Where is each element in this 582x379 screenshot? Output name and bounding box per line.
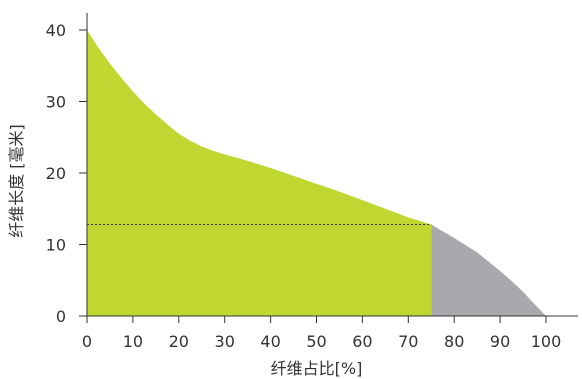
x-tick-label: 40 [260, 332, 280, 351]
x-axis-title: 纤维占比[%] [271, 359, 363, 378]
x-tick-label: 60 [352, 332, 372, 351]
plot-area [87, 30, 546, 316]
y-ticks: 0 10 20 30 40 [46, 21, 87, 326]
x-tick-label: 70 [398, 332, 418, 351]
x-tick-label: 30 [215, 332, 235, 351]
axes [86, 13, 578, 317]
x-tick-label: 50 [306, 332, 326, 351]
x-tick-label: 90 [490, 332, 510, 351]
x-tick-label: 0 [82, 332, 92, 351]
y-tick-label: 40 [46, 21, 66, 40]
y-tick-label: 0 [56, 307, 66, 326]
y-axis-title: 纤维长度 [毫米] [7, 124, 26, 238]
y-tick-label: 30 [46, 93, 66, 112]
x-tick-label: 80 [444, 332, 464, 351]
x-tick-label: 10 [123, 332, 143, 351]
x-tick-label: 20 [169, 332, 189, 351]
y-tick-label: 20 [46, 164, 66, 183]
x-ticks: 0 10 20 30 40 50 60 70 80 90 100 [82, 316, 561, 351]
area-secondary-region [431, 224, 546, 316]
x-tick-label: 100 [531, 332, 562, 351]
y-tick-label: 10 [46, 236, 66, 255]
area-primary-region [87, 30, 432, 316]
